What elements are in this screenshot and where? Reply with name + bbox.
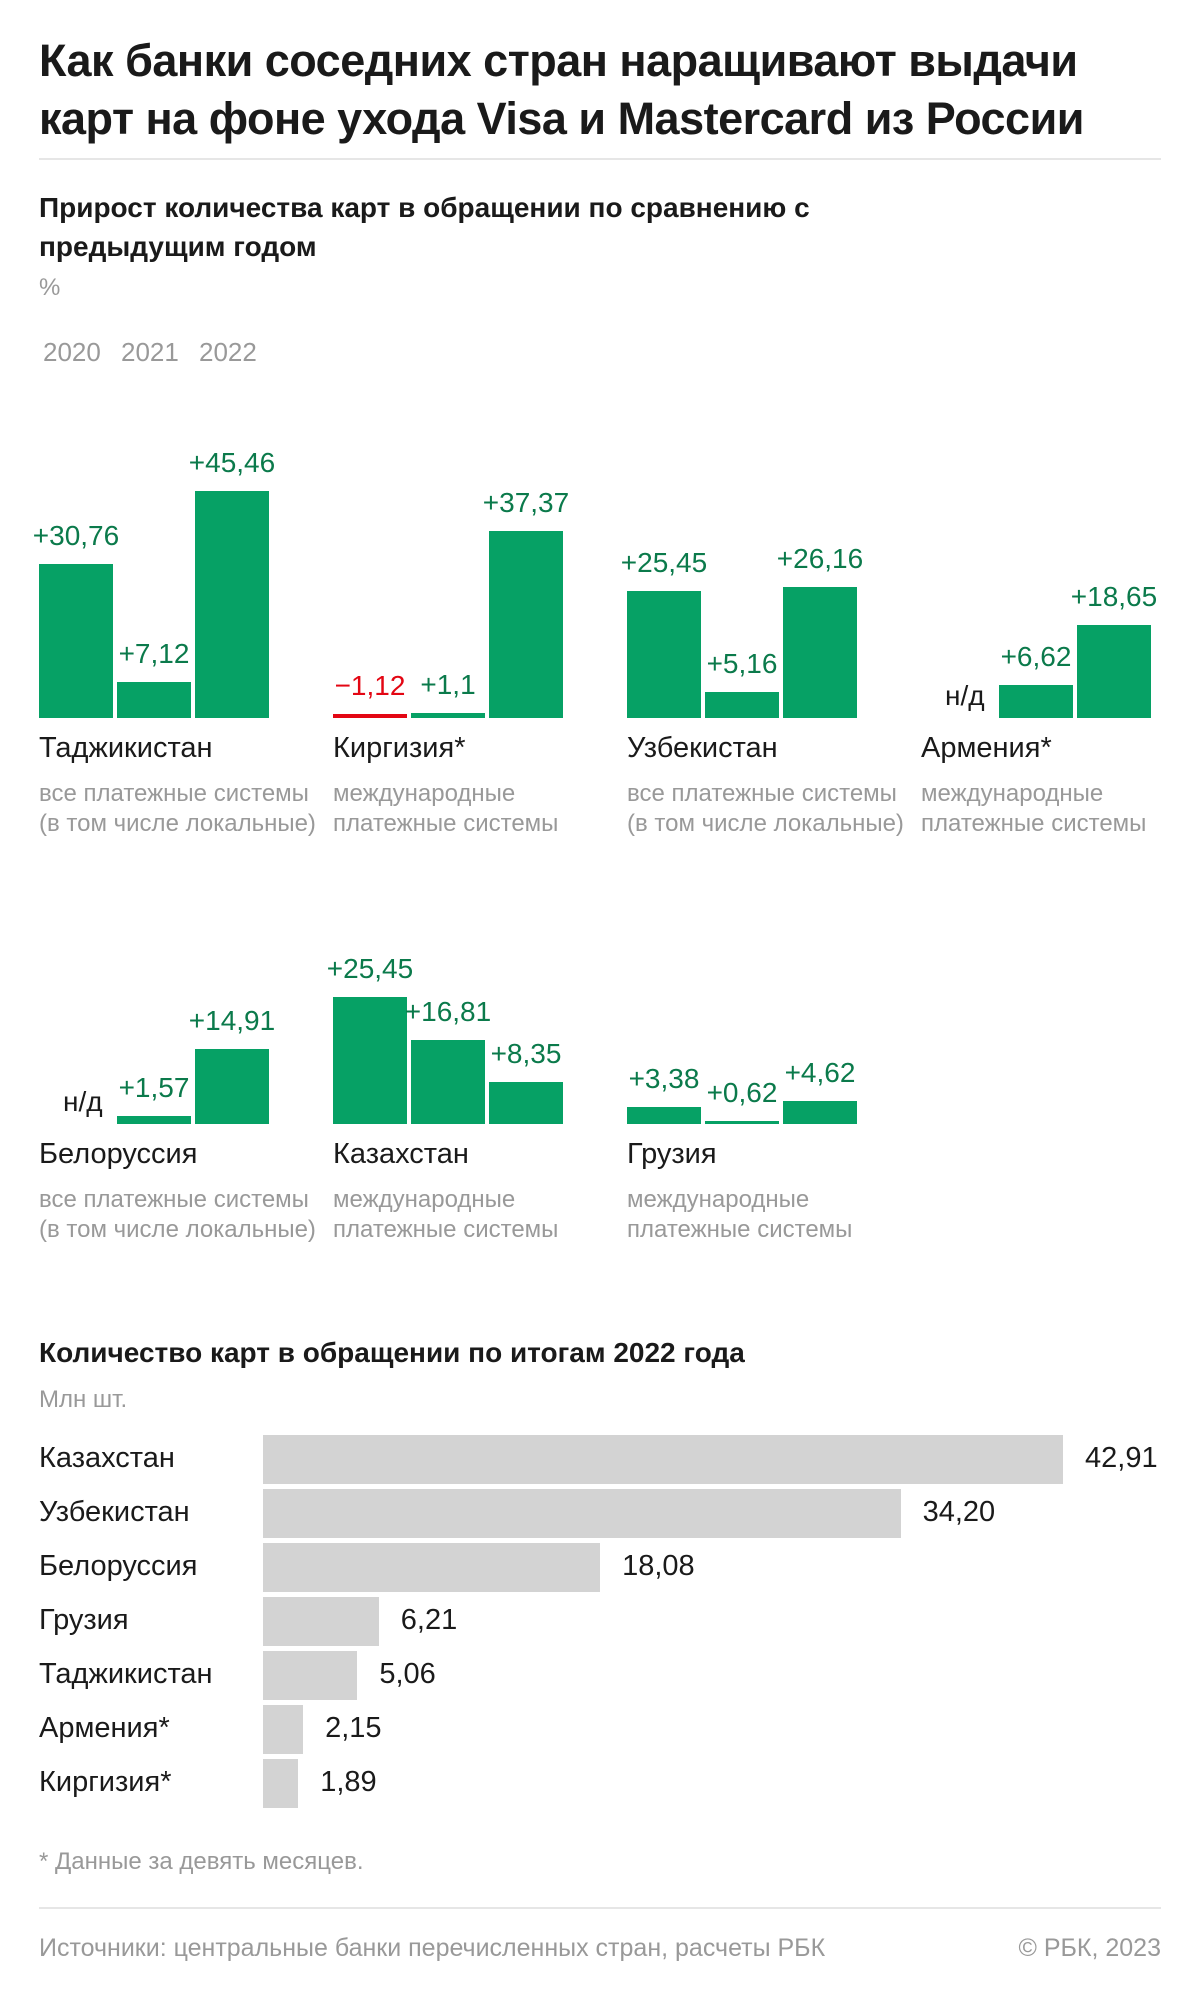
bar-грузия-2022 — [783, 1100, 857, 1124]
value-label-таджикистан-2020: +30,76 — [32, 520, 120, 552]
value-label-таджикистан-2022: +45,46 — [188, 446, 276, 478]
hbar-узбекистан — [263, 1489, 901, 1538]
hbar-value: 6,21 — [400, 1604, 458, 1636]
bar-таджикистан-2022 — [195, 490, 269, 718]
value-label-армения-2022: +18,65 — [1070, 580, 1158, 612]
legend-year-2020: 2020 — [43, 337, 101, 367]
hbar-label: Киргизия* — [39, 1766, 172, 1798]
payment-systems-note: международные платежные системы — [333, 1186, 559, 1243]
hbar-value: 42,91 — [1085, 1442, 1158, 1474]
bar-казахстан-2022 — [489, 1082, 563, 1124]
bar-грузия-2021 — [705, 1120, 779, 1124]
bar-узбекистан-2022 — [783, 587, 857, 718]
bar-белоруссия-2022 — [195, 1049, 269, 1124]
hbar-label: Белоруссия — [39, 1550, 198, 1582]
hbar-value: 18,08 — [622, 1550, 695, 1582]
value-label-грузия-2022: +4,62 — [784, 1056, 856, 1088]
value-label-грузия-2020: +3,38 — [628, 1063, 700, 1095]
value-label-казахстан-2020: +25,45 — [326, 952, 414, 984]
country-name: Узбекистан — [627, 732, 778, 764]
payment-systems-note: все платежные системы (в том числе локал… — [39, 1186, 316, 1243]
value-label-узбекистан-2020: +25,45 — [620, 546, 708, 578]
value-label-казахстан-2021: +16,81 — [404, 995, 492, 1027]
totals-chart-unit: Млн шт. — [39, 1386, 128, 1413]
payment-systems-note: международные платежные системы — [921, 780, 1147, 837]
bar-армения-2022 — [1077, 624, 1151, 718]
title-divider — [39, 158, 1161, 160]
no-data-label: н/д — [945, 680, 985, 711]
bar-киргизия-2020 — [333, 714, 407, 718]
source-note: Источники: центральные банки перечисленн… — [39, 1934, 826, 1962]
hbar-армения — [263, 1705, 304, 1754]
payment-systems-note: все платежные системы (в том числе локал… — [627, 780, 904, 837]
payment-systems-note: все платежные системы (в том числе локал… — [39, 780, 316, 837]
value-label-киргизия-2021: +1,1 — [420, 668, 476, 700]
hbar-белоруссия — [263, 1543, 601, 1592]
hbar-value: 2,15 — [325, 1712, 382, 1744]
country-name: Казахстан — [333, 1138, 469, 1170]
legend-year-2022: 2022 — [199, 337, 257, 367]
value-label-грузия-2021: +0,62 — [706, 1076, 778, 1108]
hbar-таджикистан — [263, 1651, 358, 1700]
value-label-белоруссия-2021: +1,57 — [118, 1072, 190, 1104]
growth-chart-unit: % — [39, 274, 61, 301]
value-label-армения-2021: +6,62 — [1000, 640, 1072, 672]
bar-узбекистан-2021 — [705, 692, 779, 718]
bar-казахстан-2021 — [411, 1039, 485, 1124]
country-name: Армения* — [921, 732, 1052, 764]
hbar-label: Узбекистан — [39, 1496, 190, 1528]
hbar-label: Казахстан — [39, 1442, 175, 1474]
footnote: * Данные за девять месяцев. — [39, 1848, 364, 1875]
country-name: Грузия — [627, 1138, 717, 1170]
bar-армения-2021 — [999, 684, 1073, 718]
bar-киргизия-2021 — [411, 712, 485, 718]
value-label-белоруссия-2022: +14,91 — [188, 1005, 276, 1037]
no-data-label: н/д — [63, 1086, 103, 1117]
bar-узбекистан-2020 — [627, 590, 701, 718]
hbar-label: Таджикистан — [39, 1658, 213, 1690]
value-label-казахстан-2022: +8,35 — [490, 1038, 562, 1070]
bar-таджикистан-2020 — [39, 564, 113, 718]
bar-казахстан-2020 — [333, 996, 407, 1124]
hbar-value: 1,89 — [320, 1766, 377, 1798]
hbar-казахстан — [263, 1435, 1063, 1484]
hbar-грузия — [263, 1597, 379, 1646]
value-label-таджикистан-2021: +7,12 — [118, 638, 190, 670]
footer-divider — [39, 1907, 1161, 1909]
copyright: © РБК, 2023 — [1018, 1934, 1161, 1962]
bar-киргизия-2022 — [489, 531, 563, 718]
totals-chart-title: Количество карт в обращении по итогам 20… — [39, 1337, 745, 1368]
country-name: Таджикистан — [39, 732, 213, 764]
value-label-киргизия-2020: −1,12 — [334, 670, 406, 701]
bar-таджикистан-2021 — [117, 682, 191, 718]
hbar-label: Грузия — [39, 1604, 129, 1636]
payment-systems-note: международные платежные системы — [333, 780, 559, 837]
hbar-label: Армения* — [39, 1712, 170, 1744]
bar-белоруссия-2021 — [117, 1116, 191, 1124]
bar-грузия-2020 — [627, 1107, 701, 1124]
hbar-value: 34,20 — [922, 1496, 996, 1528]
hbar-киргизия — [263, 1759, 299, 1808]
value-label-узбекистан-2022: +26,16 — [776, 543, 864, 575]
legend-year-2021: 2021 — [121, 337, 179, 367]
country-name: Белоруссия — [39, 1138, 198, 1170]
payment-systems-note: международные платежные системы — [627, 1186, 853, 1243]
country-name: Киргизия* — [333, 732, 466, 764]
hbar-value: 5,06 — [379, 1658, 436, 1690]
page-title: Как банки соседних стран наращивают выда… — [39, 35, 1084, 144]
growth-chart-title: Прирост количества карт в обращении по с… — [39, 192, 810, 262]
value-label-киргизия-2022: +37,37 — [482, 487, 570, 519]
value-label-узбекистан-2021: +5,16 — [706, 648, 778, 680]
